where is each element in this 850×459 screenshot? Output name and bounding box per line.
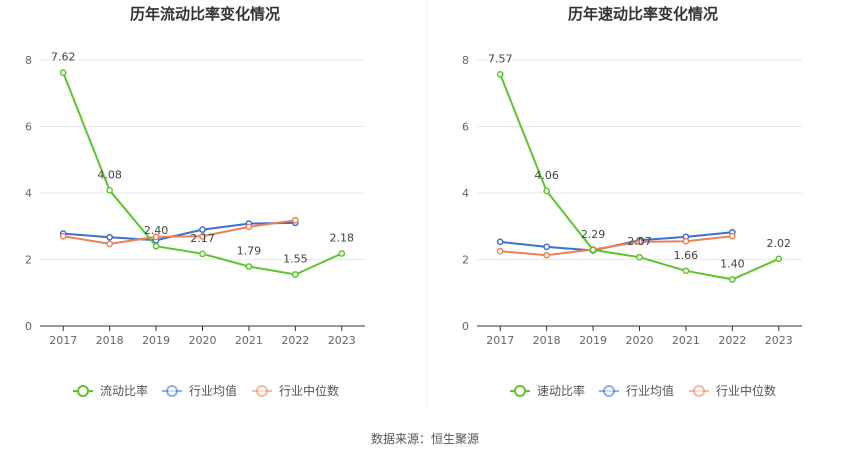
legend-marker (166, 385, 178, 397)
data-label: 7.62 (51, 51, 76, 64)
source-note: 数据来源：恒生聚源 (371, 431, 479, 446)
data-point (106, 233, 113, 241)
x-tick-label: 2022 (281, 334, 309, 347)
y-tick-label: 0 (25, 320, 32, 333)
data-label: 2.18 (330, 232, 355, 245)
data-label: 2.17 (190, 232, 215, 245)
legend-label: 行业中位数 (279, 383, 339, 398)
x-tick-label: 2020 (189, 334, 217, 347)
y-tick-label: 4 (25, 187, 32, 200)
data-point (59, 69, 67, 76)
data-point (245, 263, 253, 270)
data-label: 2.40 (144, 224, 169, 237)
chart-title: 历年流动比率变化情况 (130, 5, 280, 23)
chart-title: 历年速动比率变化情况 (568, 5, 718, 23)
legend-item: 行业中位数 (689, 383, 776, 398)
data-point (729, 232, 736, 240)
legend-label: 行业中位数 (716, 383, 776, 398)
x-tick-label: 2020 (626, 334, 654, 347)
legend-label: 行业均值 (626, 383, 674, 398)
x-tick-label: 2019 (142, 334, 170, 347)
data-label: 2.02 (767, 237, 792, 250)
x-tick-label: 2023 (765, 334, 793, 347)
series-line (500, 235, 733, 257)
data-point (496, 247, 504, 255)
data-point (636, 253, 643, 261)
data-label: 1.55 (283, 252, 308, 265)
data-point (245, 223, 253, 231)
data-point (682, 267, 690, 275)
data-point (106, 240, 113, 248)
legend-item: 流动比率 (73, 383, 148, 398)
data-point (775, 255, 783, 263)
data-point (292, 271, 299, 278)
data-label: 4.06 (534, 169, 559, 182)
data-point (496, 70, 504, 78)
x-tick-label: 2021 (672, 334, 700, 347)
x-tick-label: 2022 (718, 334, 746, 347)
legend-marker (514, 385, 526, 397)
y-tick-label: 2 (462, 254, 469, 267)
data-point (199, 250, 206, 258)
data-point (292, 216, 299, 224)
x-tick-label: 2019 (579, 334, 607, 347)
x-tick-label: 2018 (533, 334, 561, 347)
data-point (636, 238, 643, 246)
data-point (682, 237, 690, 245)
data-point (543, 243, 550, 251)
data-label: 1.40 (720, 257, 745, 270)
data-label: 4.08 (97, 168, 122, 181)
x-tick-label: 2017 (486, 334, 514, 347)
data-label: 7.57 (488, 52, 513, 65)
legend-marker (256, 385, 268, 397)
x-tick-label: 2023 (328, 334, 356, 347)
data-point (543, 251, 550, 259)
series-line (63, 219, 296, 245)
chart-panel-1: 历年流动比率变化情况 0 2 4 6 8 2017 2018 2019 2020 2021 2022 2… (25, 5, 365, 398)
legend-marker (603, 385, 615, 397)
legend-label: 流动比率 (100, 383, 148, 398)
x-tick-label: 2018 (96, 334, 124, 347)
data-label: 1.66 (674, 249, 699, 262)
legend-marker (77, 385, 89, 397)
legend-item: 行业均值 (599, 383, 674, 398)
data-label: 1.79 (237, 244, 262, 257)
y-tick-label: 8 (462, 54, 469, 67)
data-point (729, 276, 736, 283)
legend-label: 速动比率 (537, 383, 585, 398)
y-tick-label: 4 (462, 187, 469, 200)
data-label: 2.29 (581, 228, 606, 241)
series-line (63, 221, 296, 242)
y-tick-label: 8 (25, 54, 32, 67)
legend-label: 行业均值 (189, 383, 237, 398)
data-point (106, 186, 113, 194)
x-tick-label: 2021 (235, 334, 263, 347)
chart-panel-2: 历年速动比率变化情况 0 2 4 6 8 2017 2018 2019 2020 2021 2022 2… (462, 5, 802, 398)
y-tick-label: 6 (462, 121, 469, 134)
legend-item: 行业均值 (162, 383, 237, 398)
data-point (496, 238, 504, 246)
data-point (589, 246, 597, 254)
data-point (152, 242, 160, 250)
legend-item: 速动比率 (510, 383, 585, 398)
data-label: 2.07 (627, 235, 652, 248)
y-tick-label: 0 (462, 320, 469, 333)
legend-item: 行业中位数 (252, 383, 339, 398)
y-tick-label: 6 (25, 121, 32, 134)
data-point (199, 226, 206, 233)
data-point (59, 232, 67, 240)
x-tick-label: 2017 (49, 334, 77, 347)
data-point (338, 250, 346, 257)
data-point (152, 233, 160, 241)
data-point (543, 187, 550, 195)
series-line (500, 231, 733, 252)
data-point (199, 232, 206, 240)
y-tick-label: 2 (25, 254, 32, 267)
legend-marker (693, 385, 705, 397)
